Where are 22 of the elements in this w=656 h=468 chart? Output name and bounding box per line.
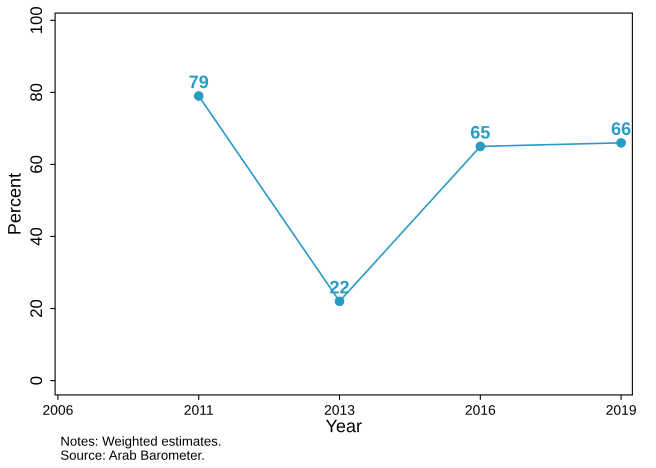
y-tick-label: 100: [30, 7, 42, 33]
y-tick-label: 20: [30, 300, 42, 317]
point: [616, 138, 626, 148]
x-tick-label: 2013: [324, 405, 354, 415]
y-tick-label: 80: [30, 84, 42, 101]
point: [475, 142, 486, 152]
text: Notes: Weighted estimates.: [61, 436, 220, 448]
point: [194, 91, 204, 101]
point: [334, 296, 344, 306]
x-tick-label: 2006: [43, 405, 73, 415]
y-tick-label: 0: [30, 376, 42, 385]
y-axis-title: Percent: [8, 173, 21, 234]
y-tick-label: 40: [30, 228, 42, 246]
x-tick-label: 2016: [466, 405, 496, 415]
source-note: Source: Arab Barometer.: [60, 450, 204, 460]
x-tick-label: 2011: [184, 405, 213, 415]
data-label: 65: [470, 126, 490, 139]
data-label: 79: [189, 75, 208, 88]
x-tick-label: 2019: [606, 405, 636, 415]
y-tick-label: 60: [30, 156, 42, 173]
x-axis-title: Year: [326, 420, 362, 432]
data-label: 66: [612, 122, 631, 136]
